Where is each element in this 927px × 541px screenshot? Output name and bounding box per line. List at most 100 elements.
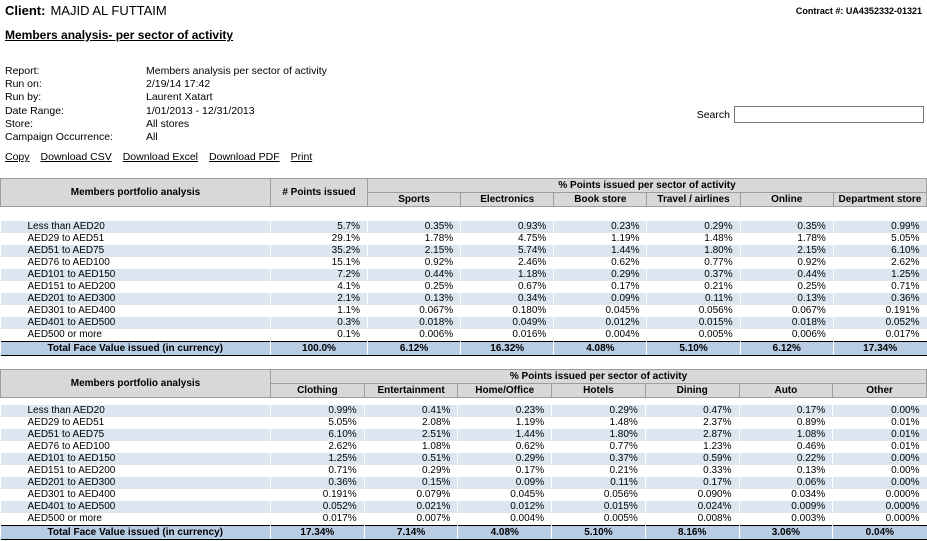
value-cell: 0.21% xyxy=(646,280,741,293)
value-cell: 4.75% xyxy=(460,232,554,245)
meta-label: Date Range: xyxy=(5,104,64,117)
table-row: AED151 to AED200 4.1% 0.25% 0.67% 0.17% 0.21%… xyxy=(1,280,927,293)
row-label: Less than AED20 xyxy=(0,404,271,417)
value-cell: 0.44% xyxy=(739,268,834,281)
row-label: AED29 to AED51 xyxy=(27,232,105,244)
value-cell: 0.024% xyxy=(644,500,740,513)
toolbar-link-download-pdf[interactable]: Download PDF xyxy=(209,151,280,163)
total-cell: 6.12% xyxy=(739,340,834,356)
table-row: AED151 to AED200 0.71% 0.29% 0.17% 0.21% 0.33… xyxy=(1,464,927,477)
value-cell: 6.10% xyxy=(270,428,365,441)
value-cell: 0.191% xyxy=(270,488,365,501)
value-cell: 0.00% xyxy=(832,464,927,477)
value-cell: 0.005% xyxy=(551,512,646,525)
value-cell: 0.23% xyxy=(457,404,552,417)
total-cell: 16.32% xyxy=(460,340,554,356)
value-cell: 0.017% xyxy=(270,512,365,525)
total-cell: 0.04% xyxy=(832,524,927,540)
col-header-travel-airlines: Travel / airlines xyxy=(646,192,741,207)
table-row: AED301 to AED400 1.1% 0.067% 0.180% 0.045% 0.… xyxy=(1,304,927,317)
value-cell: 0.37% xyxy=(646,268,741,281)
value-cell: 0.47% xyxy=(644,404,740,417)
value-cell: 0.052% xyxy=(832,316,927,329)
value-cell: 0.056% xyxy=(646,304,741,317)
value-cell: 0.045% xyxy=(457,488,552,501)
value-cell: 0.77% xyxy=(551,440,646,453)
spacer-cell xyxy=(738,397,833,405)
spacer-row xyxy=(0,397,927,405)
value-cell: 0.67% xyxy=(460,280,554,293)
table-row: AED51 to AED75 6.10% 2.51% 1.44% 1.80% 2.87% 1… xyxy=(0,428,927,441)
value-cell: 0.067% xyxy=(366,304,461,317)
toolbar-link-download-csv[interactable]: Download CSV xyxy=(40,151,112,163)
spacer-cell xyxy=(646,206,741,221)
table-row: Less than AED20 0.99% 0.41% 0.23% 0.29% 0.47%… xyxy=(0,404,927,417)
value-cell: 0.92% xyxy=(739,256,834,269)
col-header-department-store: Department store xyxy=(832,192,927,207)
value-cell: 0.017% xyxy=(832,328,927,341)
table-row: AED301 to AED400 0.191% 0.079% 0.045% 0.056%… xyxy=(1,488,927,501)
value-cell: 0.1% xyxy=(270,328,368,341)
row-label: AED101 to AED150 xyxy=(0,452,271,465)
value-cell: 35.2% xyxy=(270,244,368,257)
value-cell: 5.05% xyxy=(270,416,365,429)
col-header-book-store: Book store xyxy=(553,192,648,207)
value-cell: 2.62% xyxy=(270,440,365,453)
value-cell: 1.25% xyxy=(832,268,927,281)
table-row: Less than AED20 5.7% 0.35% 0.93% 0.23% 0.29% 0… xyxy=(0,220,927,233)
value-cell: 0.29% xyxy=(646,220,741,233)
group-header-sectors: % Points issued per sector of activity xyxy=(367,178,927,193)
value-cell: 0.44% xyxy=(366,268,461,281)
col-header-electronics: Electronics xyxy=(460,192,555,207)
total-label: Total Face Value issued (in currency) xyxy=(0,340,271,356)
value-cell: 29.1% xyxy=(270,232,368,245)
value-cell: 1.80% xyxy=(646,244,741,257)
meta-label: Run by: xyxy=(5,91,42,104)
table-row: AED101 to AED150 7.2% 0.44% 1.18% 0.29% 0.37%… xyxy=(0,268,927,281)
value-cell: 0.15% xyxy=(363,476,458,489)
value-cell: 0.090% xyxy=(644,488,740,501)
meta-value: All xyxy=(146,130,158,143)
value-cell: 2.87% xyxy=(644,428,740,441)
value-cell: 0.056% xyxy=(551,488,646,501)
total-cell: 100.0% xyxy=(270,340,368,356)
total-cell: 7.14% xyxy=(363,524,458,540)
meta-label: Report: xyxy=(5,65,40,77)
total-cell: 5.10% xyxy=(646,340,741,356)
value-cell: 0.004% xyxy=(553,328,647,341)
value-cell: 0.045% xyxy=(553,304,647,317)
value-cell: 1.08% xyxy=(738,428,833,441)
toolbar-link-download-excel[interactable]: Download Excel xyxy=(122,151,199,163)
col-header-points-issued: # Points issued xyxy=(270,178,368,207)
row-label: AED500 or more xyxy=(27,512,102,524)
points-issued-table-1: Members portfolio analysis # Points issue… xyxy=(0,178,927,356)
value-cell: 0.007% xyxy=(363,512,458,525)
value-cell: 2.15% xyxy=(366,244,461,257)
table-row: AED500 or more 0.017% 0.007% 0.004% 0.005% 0.… xyxy=(1,512,927,525)
value-cell: 0.29% xyxy=(457,452,552,465)
value-cell: 0.006% xyxy=(739,328,834,341)
value-cell: 0.015% xyxy=(646,316,741,329)
value-cell: 0.000% xyxy=(832,512,927,525)
table-row: AED201 to AED300 0.36% 0.15% 0.09% 0.11% 0.17… xyxy=(0,476,927,489)
value-cell: 0.37% xyxy=(551,452,646,465)
value-cell: 0.71% xyxy=(832,280,927,293)
value-cell: 0.59% xyxy=(644,452,740,465)
value-cell: 0.17% xyxy=(644,476,740,489)
meta-row-run-on: Run on: 2/19/14 17:42 xyxy=(5,78,327,91)
value-cell: 0.012% xyxy=(457,500,552,513)
toolbar-link-print[interactable]: Print xyxy=(290,151,313,163)
value-cell: 0.009% xyxy=(738,500,833,513)
total-cell: 5.10% xyxy=(551,524,646,540)
value-cell: 0.34% xyxy=(460,292,554,305)
meta-row-date-range: Date Range: 1/01/2013 - 12/31/2013 xyxy=(5,105,327,118)
value-cell: 1.80% xyxy=(551,428,646,441)
toolbar-link-copy[interactable]: Copy xyxy=(5,151,30,163)
value-cell: 0.191% xyxy=(832,304,927,317)
spacer-cell xyxy=(460,206,554,221)
value-cell: 1.23% xyxy=(644,440,740,453)
search-input[interactable] xyxy=(734,106,924,123)
col-header-dining: Dining xyxy=(644,383,740,398)
spacer-cell xyxy=(739,206,834,221)
